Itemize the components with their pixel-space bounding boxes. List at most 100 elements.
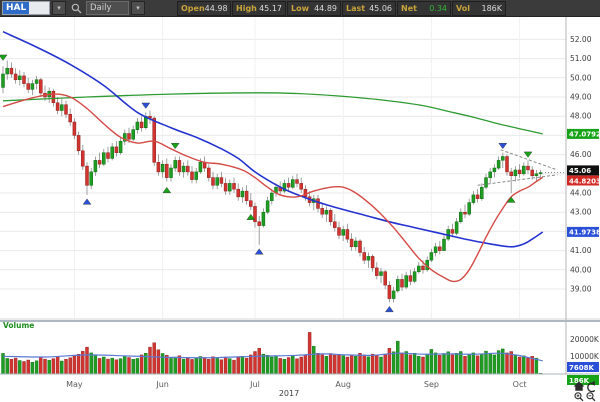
stat-low: Low 44.89 (287, 0, 341, 16)
candle-up (93, 160, 98, 173)
zoom-out-icon[interactable] (586, 392, 596, 402)
volume-bar (30, 362, 35, 375)
chart-canvas[interactable]: 52.00 51.00 50.00 49.00 48.00 46.00 44.00 43.00… (0, 17, 600, 402)
green-ma-line (2, 92, 543, 135)
candle-up (89, 171, 93, 186)
candle-up (417, 265, 421, 273)
price-axis-label: 44.00 (570, 189, 592, 198)
symbol-input[interactable]: HAL (2, 1, 50, 15)
volume-bar (459, 351, 463, 375)
green-down-triangle-marker (170, 143, 180, 150)
volume-bar (165, 355, 169, 375)
volume-bar (442, 353, 446, 375)
trendline-lower[interactable] (477, 174, 558, 186)
volume-bar (169, 358, 173, 375)
zoom-in-icon[interactable] (574, 392, 584, 402)
volume-bar (26, 359, 30, 375)
candle-up (496, 160, 501, 169)
candle-up (412, 271, 417, 282)
candle-up (534, 173, 539, 176)
month-label[interactable]: Jul (249, 380, 260, 389)
candle-down (9, 67, 14, 75)
timeframe-value: Daily (90, 3, 112, 13)
svg-text:44.8203: 44.8203 (569, 177, 600, 185)
volume-bar (257, 348, 261, 375)
trendline-upper[interactable] (500, 149, 558, 171)
candle-down (295, 179, 299, 184)
candle-up (379, 271, 383, 276)
volume-bar (64, 359, 68, 375)
candle-up (282, 183, 287, 192)
candle-down (257, 221, 261, 226)
magnifier-glyph (71, 3, 81, 13)
volume-bar (454, 353, 459, 375)
volume-bar (375, 355, 379, 375)
candle-down (26, 83, 30, 90)
volume-axis-label: 10000K (570, 352, 600, 361)
volume-bar (110, 357, 114, 375)
toolbar: HAL ▾ Daily ▾ Open 44.98 High 45.17 (0, 0, 600, 17)
symbol-dropdown-button[interactable]: ▾ (52, 1, 66, 15)
price-axis-label: 48.00 (570, 112, 592, 121)
volume-bar (446, 351, 450, 375)
month-label[interactable]: Oct (513, 380, 527, 389)
volume-bar (488, 353, 492, 375)
volume-bar (438, 355, 442, 375)
candle-up (123, 133, 127, 142)
volume-bar (480, 353, 484, 375)
candle-up (102, 152, 106, 165)
volume-bar (219, 359, 224, 375)
candle-up (228, 183, 232, 192)
volume-bar (47, 360, 51, 375)
volume-bar (370, 353, 375, 375)
volume-bar (291, 356, 295, 375)
volume-bar (383, 354, 387, 375)
timeframe-dropdown-button[interactable]: ▾ (131, 1, 145, 15)
price-axis-label: 49.00 (570, 93, 592, 102)
home-icon[interactable] (573, 381, 585, 391)
candle-down (39, 79, 43, 94)
candle-up (467, 202, 471, 215)
candle-down (186, 165, 190, 173)
candle-down (408, 275, 413, 282)
volume-bar (354, 356, 358, 375)
month-label[interactable]: Jun (155, 380, 169, 389)
candle-down (223, 183, 228, 192)
candle-down (400, 279, 404, 288)
candle-up (404, 275, 408, 288)
candle-up (471, 194, 476, 203)
price-axis-label: 46.00 (570, 150, 592, 159)
stat-value: 44.89 (314, 3, 337, 13)
volume-bar (387, 348, 392, 375)
stat-value: 45.17 (259, 3, 282, 13)
candle-down (156, 162, 161, 173)
symbol-value: HAL (3, 2, 30, 14)
stat-value: 44.98 (204, 3, 228, 13)
candle-up (181, 165, 186, 173)
month-label[interactable]: Sep (424, 380, 439, 389)
search-icon[interactable] (69, 1, 83, 15)
candle-up (135, 121, 140, 130)
candle-down (236, 188, 240, 198)
stat-value-net: 0.34 (429, 3, 447, 13)
timeframe-select[interactable]: Daily (86, 1, 129, 15)
svg-text:41.9738: 41.9738 (569, 229, 600, 237)
candle-down (249, 200, 253, 207)
volume-bar (286, 357, 291, 375)
volume-bar (333, 355, 337, 375)
stat-open: Open 44.98 (177, 0, 231, 16)
back-icon[interactable] (587, 380, 596, 393)
candle-up (30, 83, 35, 90)
month-labels: May Jun Jul Aug Sep Oct (66, 380, 526, 389)
candle-down (22, 75, 26, 84)
candle-up (291, 179, 295, 188)
volume-bar (492, 354, 497, 375)
month-label[interactable]: Aug (335, 380, 351, 389)
stat-label: Last (346, 3, 366, 13)
volume-bar (471, 352, 476, 375)
price-axis-label: 50.00 (570, 73, 592, 82)
candle-up (429, 252, 434, 261)
month-label[interactable]: May (66, 380, 83, 389)
candle-down (375, 267, 379, 276)
price-axis-label: 40.00 (570, 265, 592, 274)
